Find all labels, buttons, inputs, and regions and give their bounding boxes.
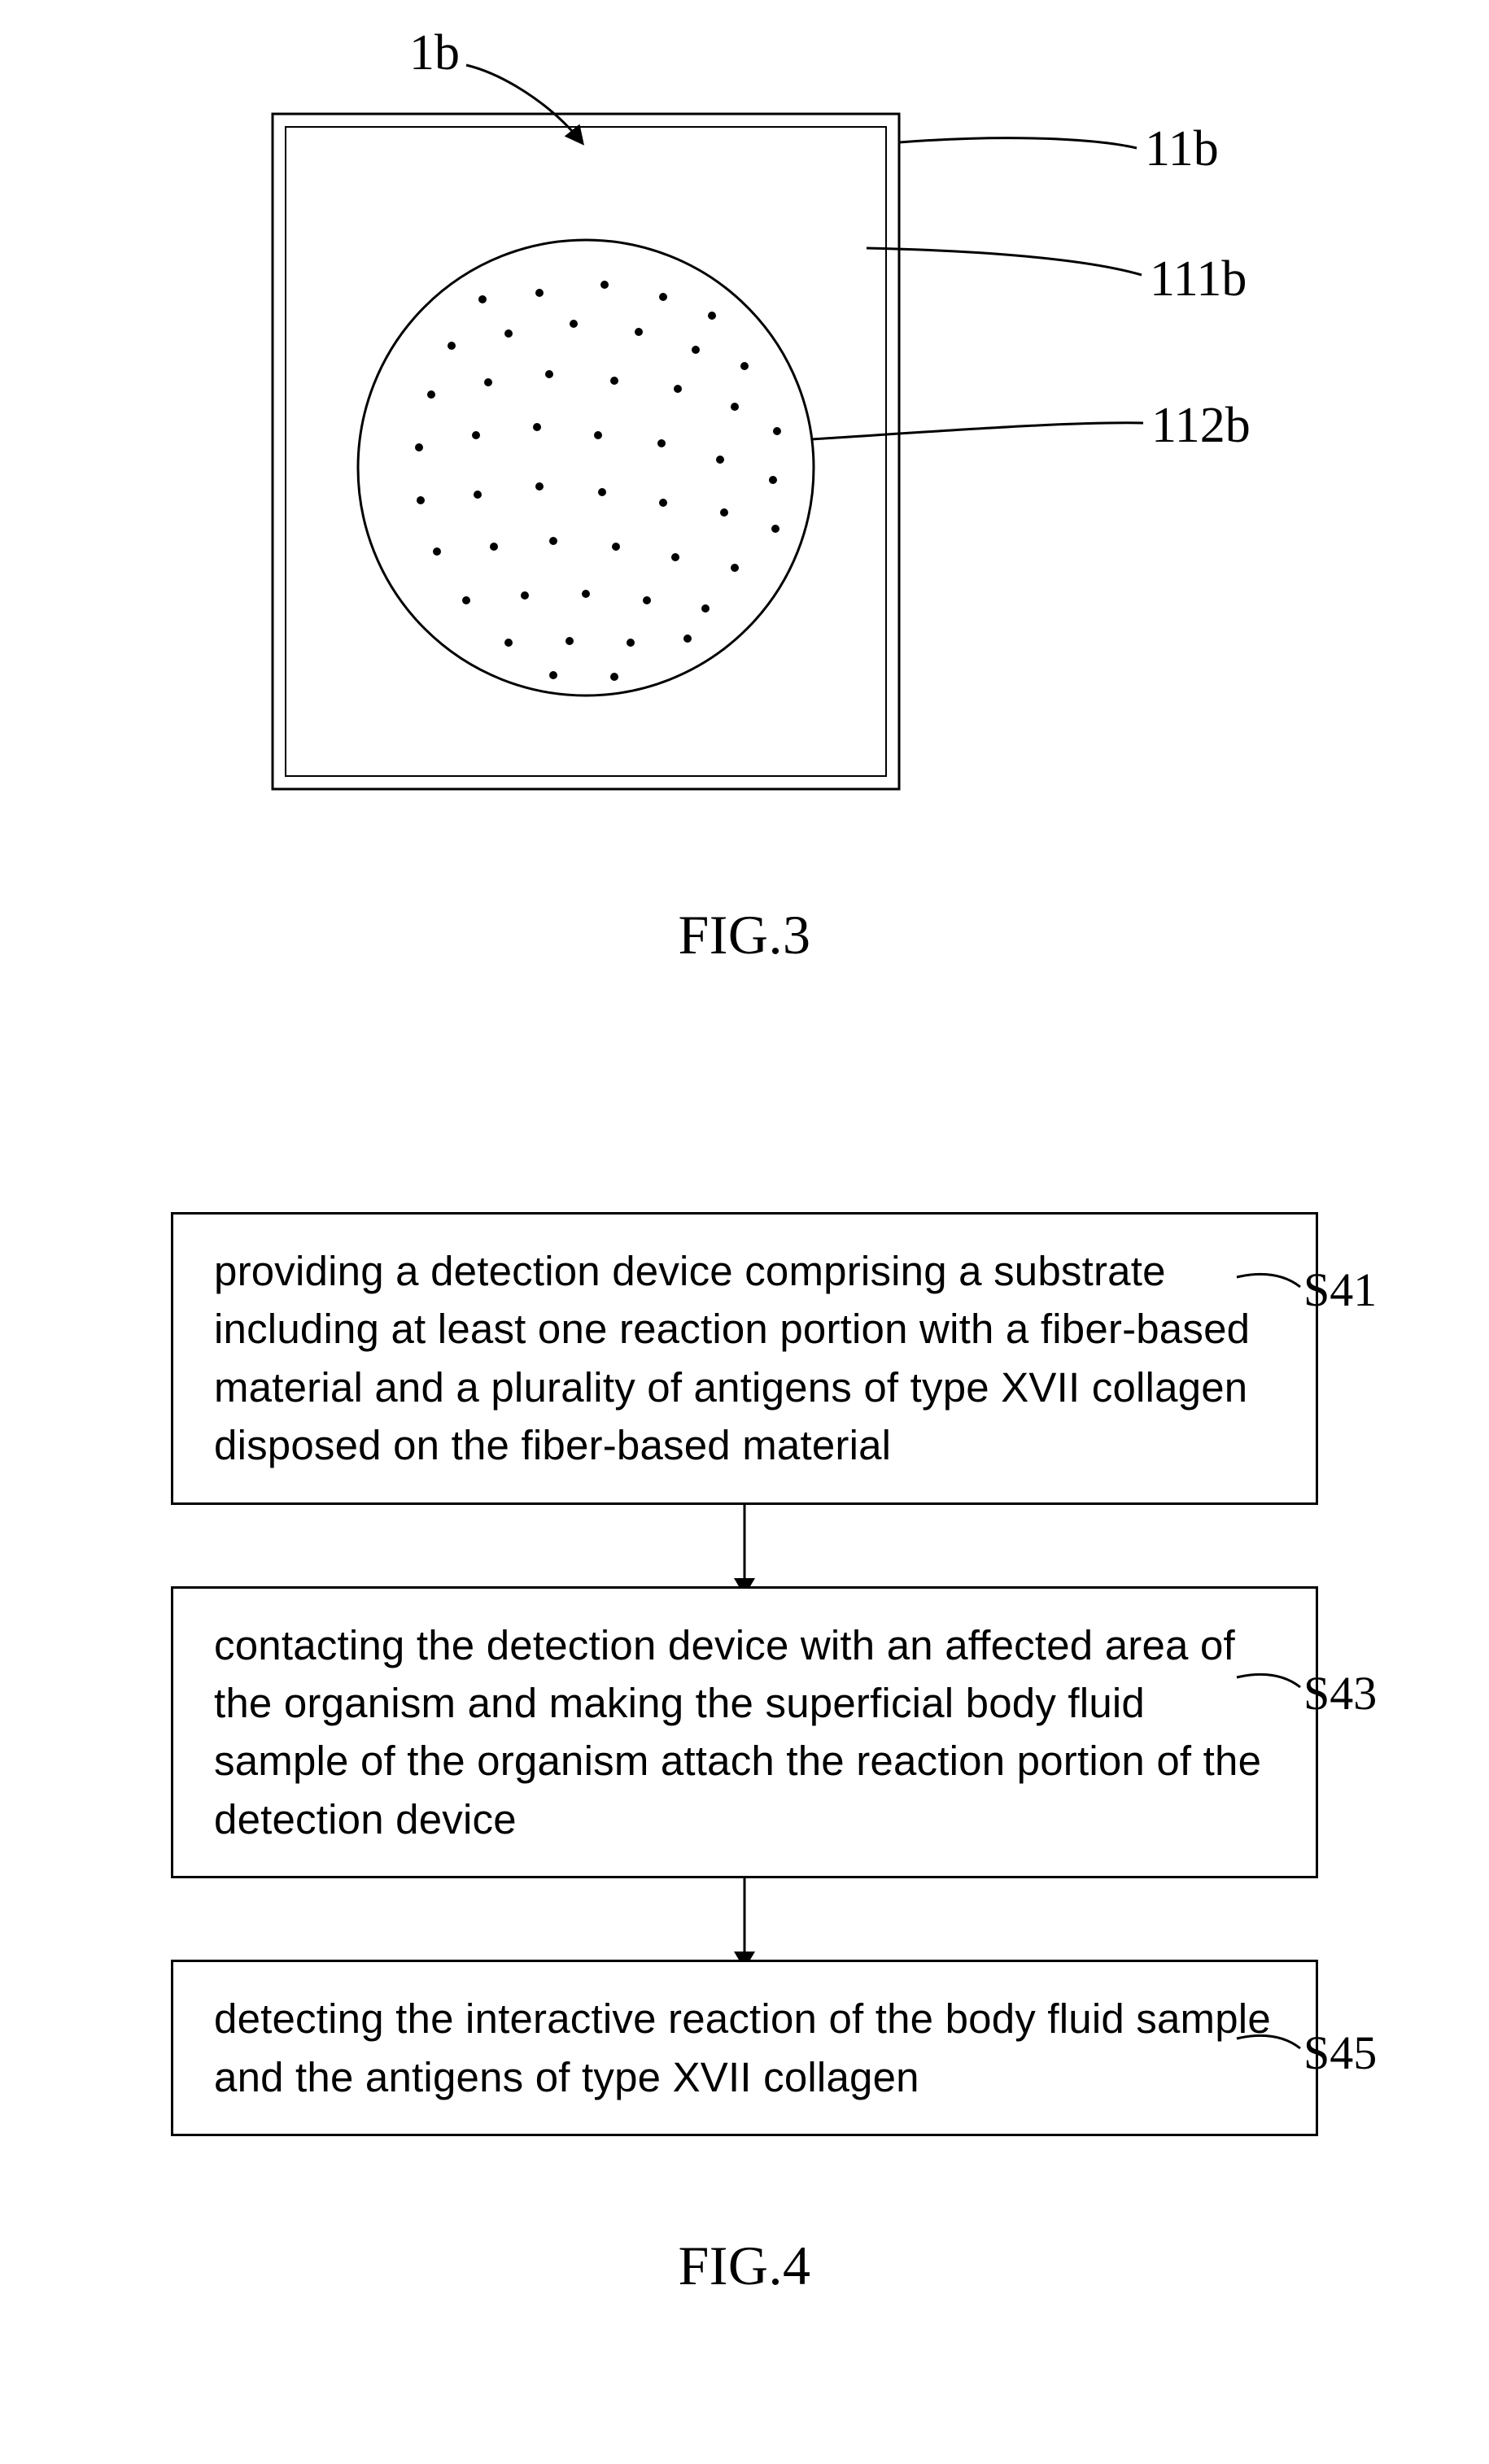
- flow-step-box: detecting the interactive reaction of th…: [171, 1960, 1318, 2136]
- fig3-diagram: [207, 24, 1282, 813]
- fig3-label-outer-rect: 11b: [1145, 120, 1219, 178]
- fig3-label-circle: 112b: [1151, 397, 1251, 455]
- figure-4: providing a detection device comprising …: [0, 1212, 1489, 2298]
- flow-step-box: contacting the detection device with an …: [171, 1586, 1318, 1879]
- fig4-flowchart: providing a detection device comprising …: [171, 1212, 1318, 2136]
- flow-arrow: [171, 1505, 1318, 1586]
- fig3-caption: FIG.3: [0, 903, 1489, 967]
- fig4-step-label-s45: S45: [1303, 2026, 1377, 2080]
- figure-3: 1b 11b 111b 112b FIG.3: [0, 24, 1489, 967]
- fig4-step-label-s43: S43: [1303, 1666, 1377, 1720]
- fig3-label-inner-fill: 111b: [1150, 251, 1247, 308]
- flow-step-box: providing a detection device comprising …: [171, 1212, 1318, 1505]
- fig4-caption: FIG.4: [0, 2234, 1489, 2298]
- fig3-label-overall: 1b: [409, 24, 460, 82]
- fig4-step-label-s41: S41: [1303, 1263, 1377, 1317]
- flow-arrow: [171, 1878, 1318, 1960]
